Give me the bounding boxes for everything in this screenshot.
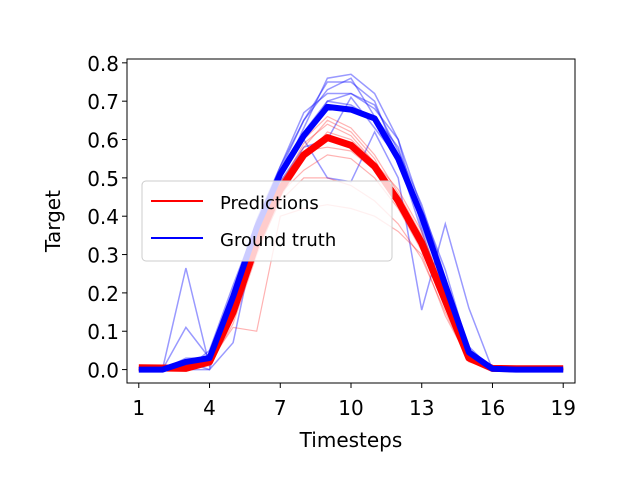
y-axis-ticks: 0.0 0.1 0.2 0.3 0.4 0.5 0.6 0.7 0.8: [87, 52, 127, 383]
y-tick-label: 0.0: [87, 359, 119, 383]
x-axis-ticks: 1 4 7 10 13 16 19: [132, 383, 576, 420]
x-tick-label: 16: [480, 396, 505, 420]
x-tick-label: 13: [409, 396, 434, 420]
ground-truth-series-line: [138, 103, 564, 373]
y-axis-label: Target: [41, 190, 65, 253]
x-tick-label: 7: [274, 396, 287, 420]
mean-series-lines: [138, 103, 564, 373]
legend-predictions-label: Predictions: [220, 193, 319, 214]
x-axis-label: Timesteps: [299, 428, 403, 452]
x-tick-label: 10: [338, 396, 363, 420]
y-tick-label: 0.2: [87, 282, 119, 306]
x-tick-label: 1: [132, 396, 145, 420]
legend: Predictions Ground truth: [141, 180, 393, 262]
x-tick-label: 19: [550, 396, 575, 420]
x-tick-label: 4: [203, 396, 216, 420]
y-tick-label: 0.6: [87, 129, 119, 153]
y-tick-label: 0.4: [87, 205, 119, 229]
y-tick-label: 0.8: [87, 52, 119, 76]
legend-box: [141, 180, 393, 262]
y-tick-label: 0.7: [87, 90, 119, 114]
y-tick-label: 0.5: [87, 167, 119, 191]
y-tick-label: 0.3: [87, 244, 119, 268]
y-tick-label: 0.1: [87, 320, 119, 344]
legend-ground-truth-label: Ground truth: [220, 230, 336, 251]
